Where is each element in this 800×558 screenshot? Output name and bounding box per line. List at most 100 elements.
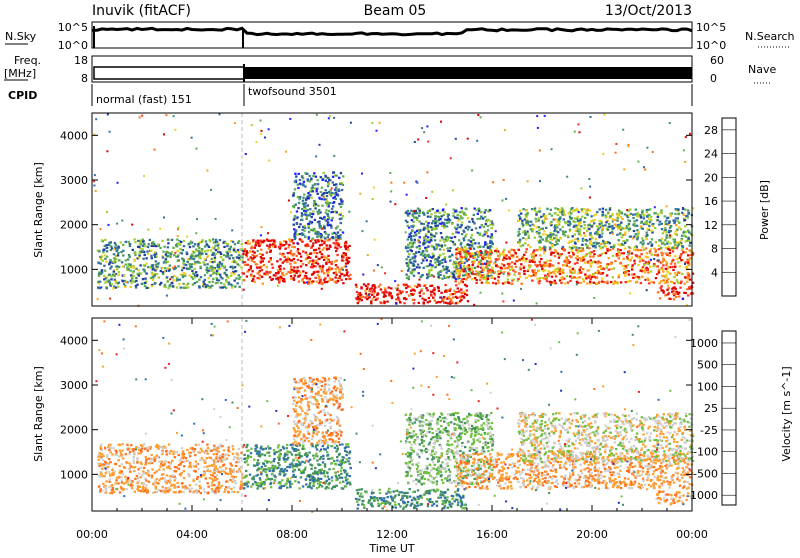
data-cell: [503, 271, 506, 274]
data-cell: [337, 238, 340, 241]
data-cell: [489, 223, 492, 226]
data-cell: [601, 232, 604, 235]
data-cell: [303, 193, 306, 196]
data-cell: [442, 252, 445, 255]
data-cell: [315, 259, 318, 262]
freq-panel: 18 8 60 0 Freq. [MHz] Nave: [4, 54, 776, 85]
data-cell: [396, 287, 399, 290]
data-cell: [439, 262, 442, 265]
data-cell: [456, 277, 459, 281]
data-cell: [339, 268, 342, 271]
data-cell: [573, 224, 576, 227]
data-cell: [317, 232, 321, 235]
data-cell: [295, 222, 299, 225]
data-cell: [125, 281, 128, 283]
data-cell: [210, 257, 213, 260]
data-cell: [539, 249, 542, 252]
data-cell: [472, 261, 475, 264]
data-cell: [211, 272, 215, 275]
data-cell: [590, 262, 593, 265]
data-cell: [118, 464, 121, 468]
data-cell: [305, 210, 308, 213]
data-cell: [451, 240, 455, 243]
data-cell: [217, 470, 220, 473]
data-cell: [628, 252, 631, 255]
data-cell: [660, 237, 664, 240]
data-cell: [642, 239, 645, 242]
data-cell: [437, 289, 441, 292]
data-cell: [316, 221, 320, 224]
data-cell: [202, 261, 206, 264]
data-cell: [586, 261, 590, 264]
data-cell: [653, 247, 656, 250]
data-cell: [326, 236, 329, 239]
data-cell: [422, 250, 425, 253]
data-cell: [335, 233, 338, 236]
data-cell: [319, 278, 323, 281]
data-cell: [136, 456, 139, 460]
data-cell: [624, 281, 627, 284]
data-cell: [341, 259, 344, 262]
data-cell: [496, 258, 499, 261]
data-cell: [548, 246, 552, 249]
data-cell: [491, 268, 494, 271]
data-cell: [143, 270, 146, 273]
data-cell: [157, 489, 160, 492]
data-cell: [308, 277, 311, 280]
data-cell: [441, 265, 445, 268]
data-cell: [426, 301, 430, 304]
data-cell: [656, 259, 659, 262]
data-cell: [134, 284, 138, 287]
data-cell: [227, 248, 231, 251]
data-cell: [364, 289, 367, 292]
data-cell: [312, 271, 316, 274]
data-cell: [232, 458, 236, 461]
data-cell: [289, 443, 292, 446]
data-cell: [364, 284, 368, 287]
data-cell: [449, 299, 453, 302]
data-cell: [168, 268, 172, 271]
data-cell: [590, 235, 593, 238]
data-cell: [310, 196, 313, 199]
data-cell: [198, 261, 201, 264]
data-cell: [380, 302, 383, 305]
data-cell: [164, 260, 167, 263]
data-cell: [289, 249, 293, 252]
data-cell: [532, 272, 535, 275]
data-cell: [544, 217, 547, 220]
data-cell: [648, 225, 651, 228]
data-cell: [626, 209, 629, 211]
data-cell: [410, 219, 414, 222]
data-cell: [167, 238, 170, 241]
data-cell: [218, 261, 222, 264]
data-cell: [269, 270, 272, 273]
data-cell: [209, 470, 212, 473]
data-cell: [417, 301, 420, 304]
data-cell: [410, 292, 413, 296]
data-cell: [691, 253, 695, 256]
data-cell: [201, 248, 204, 251]
data-cell: [323, 256, 327, 259]
data-cell: [465, 233, 468, 236]
data-cell: [117, 459, 120, 462]
data-cell: [132, 448, 135, 451]
data-cell: [265, 251, 269, 254]
data-cell: [107, 444, 111, 447]
data-cell: [649, 208, 652, 211]
data-cell: [460, 288, 463, 291]
data-cell: [143, 175, 145, 177]
data-cell: [462, 211, 465, 214]
data-cell: [439, 232, 443, 235]
data-cell: [330, 262, 333, 265]
data-cell: [182, 245, 186, 248]
data-cell: [561, 230, 565, 233]
data-cell: [623, 233, 627, 236]
data-cell: [266, 273, 269, 276]
data-cell: [142, 282, 145, 285]
data-cell: [684, 136, 687, 139]
data-cell: [503, 248, 506, 251]
data-cell: [241, 482, 245, 485]
data-cell: [371, 284, 374, 288]
data-cell: [632, 213, 635, 216]
freq-unit-label: [MHz]: [4, 67, 36, 80]
